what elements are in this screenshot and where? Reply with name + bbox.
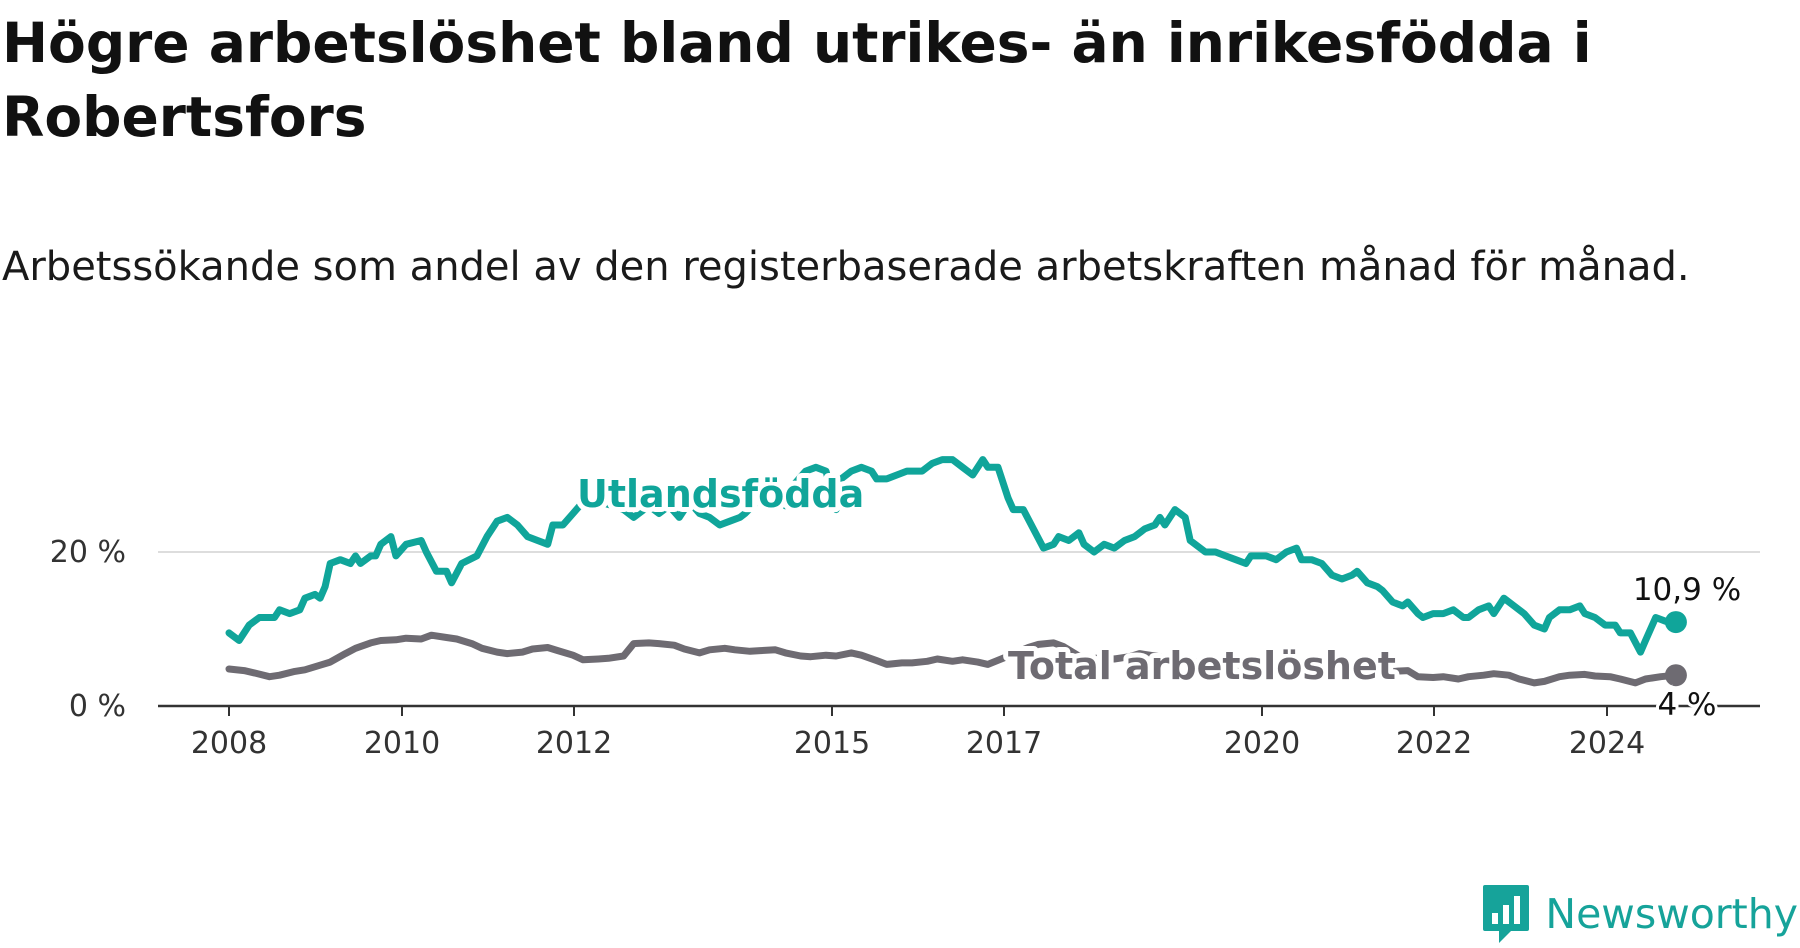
series-layer — [225, 456, 1687, 687]
brand-name: Newsworthy — [1545, 890, 1798, 938]
label-layer: Utlandsfödda Total arbetslöshet 10,9 % 4 % — [572, 467, 1744, 726]
series-label-total: Total arbetslöshet — [1008, 644, 1396, 688]
x-tick-label: 2020 — [1224, 726, 1300, 761]
end-label-total: 4 % — [1657, 687, 1716, 723]
series-label-utlandsfodda: Utlandsfödda — [577, 472, 864, 516]
chart-title: Högre arbetslöshet bland utrikes- än inr… — [2, 11, 1592, 149]
brand-logo: Newsworthy — [1481, 880, 1798, 948]
x-tick-label: 2017 — [966, 726, 1042, 761]
chart-subtitle: Arbetssökande som andel av den registerb… — [2, 244, 1690, 290]
x-tick-label: 2024 — [1569, 726, 1645, 761]
x-tick-label: 2022 — [1396, 726, 1472, 761]
x-tick-label: 2008 — [191, 726, 267, 761]
x-tick-label: 2012 — [536, 726, 612, 761]
series-end-point — [1664, 611, 1687, 634]
series-line-utlandsfodda — [225, 456, 1680, 656]
x-tick-label: 2010 — [364, 726, 440, 761]
x-tick-label: 2015 — [794, 726, 870, 761]
series-end-point — [1664, 664, 1687, 687]
series-line-total — [225, 631, 1680, 687]
axis-layer: 0 % 20 % 2008 2010 2012 2015 2017 2020 2022 2024 — [50, 535, 1760, 761]
y-tick-label: 0 % — [69, 689, 126, 724]
newsworthy-logo-icon — [1483, 885, 1530, 943]
end-label-utlandsfodda: 10,9 % — [1633, 572, 1741, 608]
y-tick-label: 20 % — [50, 535, 126, 570]
